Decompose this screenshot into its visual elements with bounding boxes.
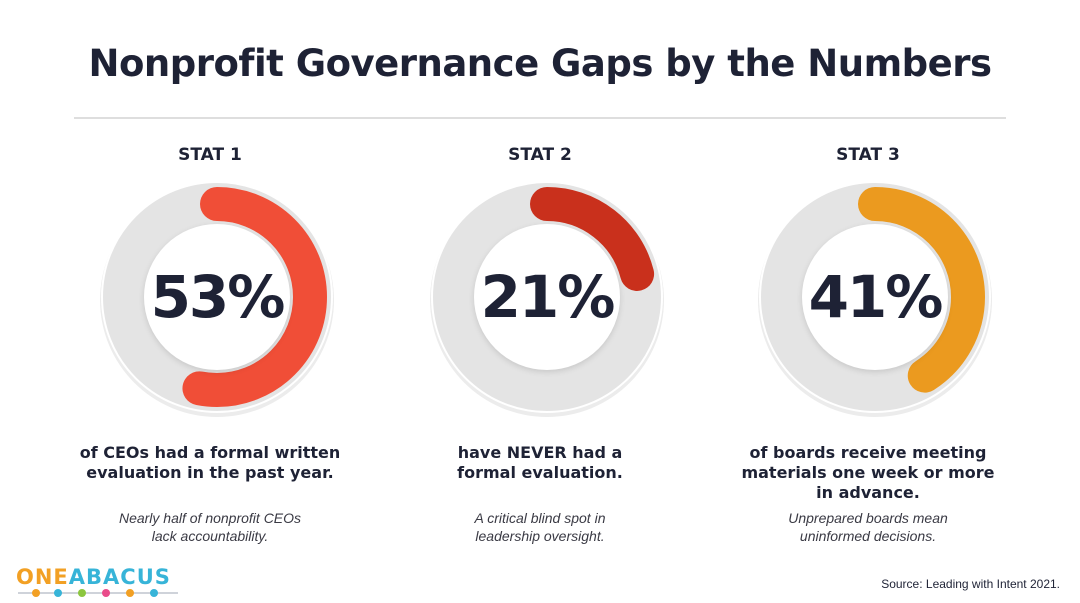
stat-value: 41%: [808, 263, 944, 331]
stat-description: of boards receive meeting materials one …: [708, 443, 1028, 503]
stat-note: Unprepared boards mean uninformed decisi…: [708, 509, 1028, 545]
stat-card-2: STAT 2 21% have NEVER had a formal evalu…: [380, 145, 700, 545]
progress-ring: [750, 172, 1000, 422]
stat-note-line: A critical blind spot in: [474, 510, 606, 526]
stat-description-line: of boards receive meeting: [749, 443, 987, 462]
stat-card-3: STAT 3 41% of boards receive meeting mat…: [708, 145, 1028, 545]
page-title: Nonprofit Governance Gaps by the Numbers: [88, 42, 992, 85]
stat-note-line: lack accountability.: [151, 528, 269, 544]
logo-text-one: ONE: [16, 565, 69, 589]
stat-description-line: in advance.: [816, 483, 920, 502]
stat-card-1: STAT 1 53% of CEOs had a formal written …: [50, 145, 370, 545]
ring-progress-arc: [437, 187, 657, 407]
stat-note-line: uninformed decisions.: [799, 528, 937, 544]
stat-label: STAT 3: [836, 145, 900, 165]
ring-progress-arc: [107, 187, 327, 407]
stat-value: 53%: [150, 263, 286, 331]
oneabacus-logo: ONEABACUS: [16, 566, 196, 602]
logo-wordmark: ONEABACUS: [16, 566, 196, 588]
ring-inner: [802, 224, 948, 370]
ring-progress-arc: [765, 187, 985, 407]
logo-text-abacus: ABACUS: [68, 565, 171, 589]
stat-note-line: Nearly half of nonprofit CEOs: [118, 510, 302, 526]
ring-inner: [144, 224, 290, 370]
stat-description: of CEOs had a formal written evaluation …: [50, 443, 370, 483]
stat-note-line: leadership oversight.: [475, 528, 605, 544]
stat-description: have NEVER had a formal evaluation.: [380, 443, 700, 483]
stat-note: Nearly half of nonprofit CEOs lack accou…: [50, 509, 370, 545]
stat-label: STAT 1: [178, 145, 242, 165]
stat-description-line: have NEVER had a: [457, 443, 623, 462]
ring-inner: [474, 224, 620, 370]
abacus-beads-icon: [16, 589, 186, 597]
stat-description-line: evaluation in the past year.: [86, 463, 334, 482]
stat-label: STAT 2: [508, 145, 572, 165]
stat-description-line: materials one week or more: [741, 463, 995, 482]
source-citation: Source: Leading with Intent 2021.: [881, 577, 1060, 591]
progress-ring: [422, 172, 672, 422]
stat-value: 21%: [480, 263, 616, 331]
stat-description-line: formal evaluation.: [457, 463, 623, 482]
stat-note-line: Unprepared boards mean: [788, 510, 948, 526]
progress-ring: [92, 172, 342, 422]
stat-note: A critical blind spot in leadership over…: [380, 509, 700, 545]
title-divider: [74, 117, 1006, 119]
stat-description-line: of CEOs had a formal written: [79, 443, 341, 462]
